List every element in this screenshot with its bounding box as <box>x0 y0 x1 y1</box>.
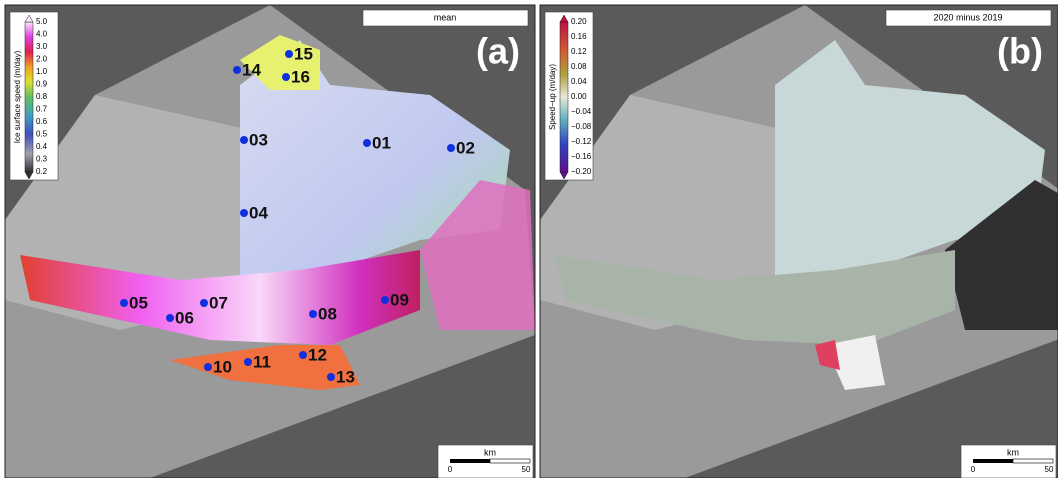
figure: mean (a) Ice surface speed (m/day) 5.0 4.0 3.… <box>0 0 1058 478</box>
site-marker <box>204 363 212 371</box>
site-marker <box>309 310 317 318</box>
colorbar <box>25 22 33 172</box>
site-label: 03 <box>249 130 268 149</box>
colorbar <box>560 22 568 172</box>
site-label: 04 <box>249 203 268 222</box>
site-marker <box>299 351 307 359</box>
colorbar-tick: 0.20 <box>571 17 587 26</box>
colorbar-tick: −0.16 <box>571 152 592 161</box>
site-marker <box>363 139 371 147</box>
colorbar-tick: −0.20 <box>571 167 592 176</box>
colorbar-tick: 1.0 <box>36 67 48 76</box>
scale-tick: 0 <box>448 465 453 474</box>
panel-label: (b) <box>997 31 1043 72</box>
colorbar-tick: 0.6 <box>36 117 48 126</box>
scale-tick: 50 <box>1045 465 1054 474</box>
site-label: 09 <box>390 290 409 309</box>
colorbar-tick: 0.2 <box>36 167 48 176</box>
scale-bar-black <box>450 459 490 463</box>
map-panel: mean (a) Ice surface speed (m/day) 5.0 4.0 3.… <box>5 5 535 478</box>
colorbar-tick: 0.00 <box>571 92 587 101</box>
panel-title: mean <box>434 12 457 22</box>
scale-bar-white <box>490 459 530 463</box>
site-label: 02 <box>456 138 475 157</box>
scale-unit: km <box>1007 447 1019 457</box>
site-label: 07 <box>209 293 228 312</box>
site-label: 05 <box>129 293 148 312</box>
site-marker <box>244 358 252 366</box>
scale-bar-black <box>973 459 1013 463</box>
site-label: 14 <box>242 60 261 79</box>
site-label: 11 <box>253 352 271 371</box>
site-marker <box>447 144 455 152</box>
site-label: 16 <box>291 67 310 86</box>
colorbar-tick: 2.0 <box>36 55 48 64</box>
site-marker <box>240 136 248 144</box>
site-label: 01 <box>372 133 391 152</box>
site-marker <box>233 66 241 74</box>
colorbar-tick: 0.16 <box>571 32 587 41</box>
site-marker <box>285 50 293 58</box>
colorbar-tick: 0.08 <box>571 62 587 71</box>
scale-unit: km <box>484 447 496 457</box>
site-marker <box>327 373 335 381</box>
colorbar-tick: 0.04 <box>571 77 587 86</box>
colorbar-tick: 3.0 <box>36 42 48 51</box>
map-body <box>5 5 535 478</box>
panels: mean (a) Ice surface speed (m/day) 5.0 4.0 3.… <box>5 5 1058 478</box>
site-label: 13 <box>336 367 355 386</box>
site-label: 06 <box>175 308 194 327</box>
panel-title: 2020 minus 2019 <box>933 12 1002 22</box>
site-label: 12 <box>308 345 327 364</box>
colorbar-tick: 0.8 <box>36 92 48 101</box>
colorbar-tick: 5.0 <box>36 17 48 26</box>
colorbar-tick: 0.9 <box>36 80 48 89</box>
colorbar-label: Ice surface speed (m/day) <box>13 50 22 143</box>
colorbar-tick: −0.12 <box>571 137 592 146</box>
site-label: 08 <box>318 304 337 323</box>
scale-tick: 0 <box>971 465 976 474</box>
colorbar-tick: 0.7 <box>36 105 48 114</box>
scale-bar-white <box>1013 459 1053 463</box>
site-label: 15 <box>294 44 313 63</box>
site-marker <box>166 314 174 322</box>
site-marker <box>240 209 248 217</box>
site-marker <box>381 296 389 304</box>
map-panel: 2020 minus 2019 (b) Speed−up (m/day) 0.20 0.… <box>540 5 1058 478</box>
site-marker <box>282 73 290 81</box>
colorbar-tick: 0.12 <box>571 47 587 56</box>
scale-tick: 50 <box>522 465 531 474</box>
colorbar-tick: 0.5 <box>36 130 48 139</box>
colorbar-label: Speed−up (m/day) <box>548 64 557 130</box>
site-marker <box>120 299 128 307</box>
colorbar-tick: −0.04 <box>571 107 592 116</box>
colorbar-tick: 0.4 <box>36 142 48 151</box>
panel-label: (a) <box>476 31 520 72</box>
site-marker <box>200 299 208 307</box>
site-label: 10 <box>213 357 232 376</box>
colorbar-tick: 4.0 <box>36 30 48 39</box>
colorbar-tick: 0.3 <box>36 155 48 164</box>
colorbar-tick: −0.08 <box>571 122 592 131</box>
map-body <box>540 5 1058 478</box>
